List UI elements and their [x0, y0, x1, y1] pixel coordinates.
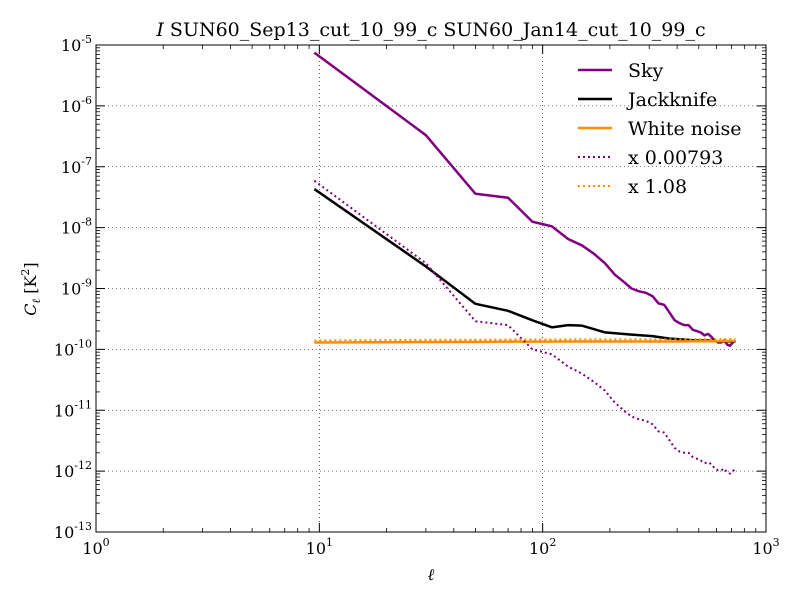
y-tick-label-exp: -10: [74, 337, 92, 350]
x-tick-label-exp: 2: [549, 536, 556, 549]
title-text: SUN60_Sep13_cut_10_99_c SUN60_Jan14_cut_…: [164, 19, 706, 41]
chart-title: I SUN60_Sep13_cut_10_99_c SUN60_Jan14_cu…: [155, 19, 705, 41]
x-tick-label: 103: [752, 536, 779, 558]
legend-label-jackknife: Jackknife: [626, 89, 717, 111]
y-tick-label-base: 10: [54, 523, 74, 542]
y-tick-label-base: 10: [61, 158, 81, 177]
y-tick-label-exp: -13: [74, 520, 92, 533]
y-tick-label: 10-10: [54, 337, 92, 359]
y-tick-label-base: 10: [54, 401, 74, 420]
y-tick-label: 10-9: [61, 277, 92, 299]
scaled-sky-line: [313, 179, 737, 475]
scaled-white-noise-line: [314, 338, 736, 342]
white-noise-line: [314, 339, 736, 344]
legend: Sky Jackknife White noise x 0.00793 x 1.…: [578, 60, 742, 198]
y-tick-label: 10-6: [61, 94, 92, 116]
x-tick-label-exp: 0: [103, 536, 110, 549]
y-tick-label-exp: -9: [81, 277, 92, 290]
x-tick-label-base: 10: [82, 539, 102, 558]
x-tick-label-exp: 3: [773, 536, 780, 549]
y-axis-label-main: C: [21, 303, 40, 315]
y-tick-label-base: 10: [54, 462, 74, 481]
y-tick-label-exp: -5: [81, 33, 92, 46]
x-tick-label-base: 10: [306, 539, 326, 558]
legend-label-scaled-white-noise: x 1.08: [628, 176, 687, 198]
legend-label-sky: Sky: [628, 60, 664, 82]
y-axis-label: Cℓ [K2]: [19, 262, 43, 315]
y-tick-label: 10-11: [54, 398, 92, 420]
y-axis-label-unit-open: [K: [21, 275, 40, 299]
x-tick-label-base: 10: [752, 539, 772, 558]
legend-label-white-noise: White noise: [628, 118, 742, 140]
y-tick-label-exp: -11: [74, 398, 92, 411]
y-tick-label-base: 10: [61, 280, 81, 299]
y-tick-label-exp: -8: [81, 216, 92, 229]
x-tick-label-base: 10: [529, 539, 549, 558]
y-tick-label-base: 10: [61, 36, 81, 55]
y-tick-label: 10-13: [54, 520, 92, 542]
y-tick-label-exp: -7: [81, 155, 92, 168]
y-axis-label-unit-close: ]: [21, 262, 40, 268]
y-tick-label-exp: -12: [74, 459, 92, 472]
x-tick-labels: 100 101 102 103: [82, 536, 779, 558]
ticks: [95, 44, 767, 533]
y-tick-label-base: 10: [54, 340, 74, 359]
y-tick-label: 10-5: [61, 33, 92, 55]
legend-label-scaled-sky: x 0.00793: [628, 147, 723, 169]
y-tick-label: 10-7: [61, 155, 92, 177]
x-axis-label: ℓ: [428, 565, 435, 584]
x-tick-label: 102: [529, 536, 556, 558]
y-tick-label-exp: -6: [81, 94, 92, 107]
x-tick-label: 101: [306, 536, 333, 558]
x-tick-label-exp: 1: [326, 536, 333, 549]
y-tick-label: 10-8: [61, 216, 92, 238]
title-symbol: I: [155, 19, 164, 41]
y-axis-label-sub: ℓ: [30, 298, 43, 303]
series-layer: [313, 51, 737, 475]
x-tick-label: 100: [82, 536, 109, 558]
y-tick-label: 10-12: [54, 459, 92, 481]
y-tick-label-base: 10: [61, 219, 81, 238]
y-tick-label-base: 10: [61, 97, 81, 116]
y-axis-label-unit-exp: 2: [19, 269, 32, 276]
